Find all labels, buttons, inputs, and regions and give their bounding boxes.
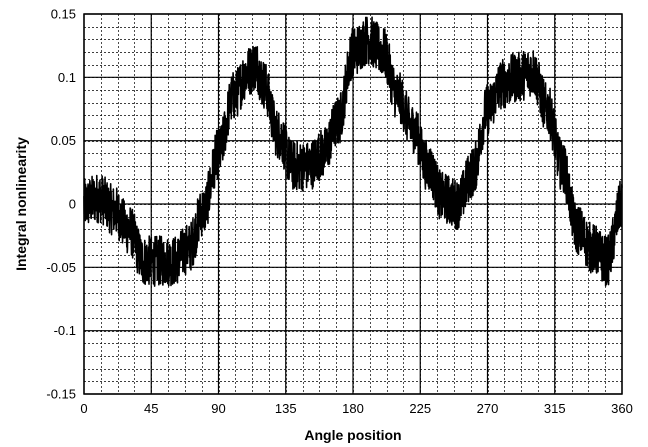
- x-tick-label: 360: [611, 401, 633, 416]
- y-axis-title: Integral nonlinearity: [13, 137, 29, 271]
- y-tick-label: 0: [69, 197, 76, 212]
- x-axis-title: Angle position: [304, 427, 401, 443]
- y-tick-label: 0.15: [51, 7, 76, 22]
- plot-frame: [83, 13, 623, 395]
- x-tick-label: 45: [144, 401, 158, 416]
- x-tick-labels: 0 45 90 135 180 225 270 315 360: [80, 401, 632, 416]
- x-tick-label: 270: [477, 401, 499, 416]
- x-tick-label: 90: [211, 401, 225, 416]
- x-tick-label: 180: [342, 401, 364, 416]
- y-tick-label: 0.05: [51, 133, 76, 148]
- x-tick-label: 225: [409, 401, 431, 416]
- x-tick-label: 315: [544, 401, 566, 416]
- x-tick-label: 0: [80, 401, 87, 416]
- y-tick-labels: 0.15 0.1 0.05 0 -0.05 -0.1 -0.15: [46, 7, 76, 402]
- x-tick-label: 135: [275, 401, 297, 416]
- y-tick-label: -0.05: [46, 260, 76, 275]
- series-line: [83, 16, 623, 287]
- y-tick-label: 0.1: [58, 70, 76, 85]
- plot-area-border: [83, 13, 623, 395]
- series-layer: [83, 16, 623, 287]
- y-tick-label: -0.1: [54, 323, 76, 338]
- y-tick-label: -0.15: [46, 387, 76, 402]
